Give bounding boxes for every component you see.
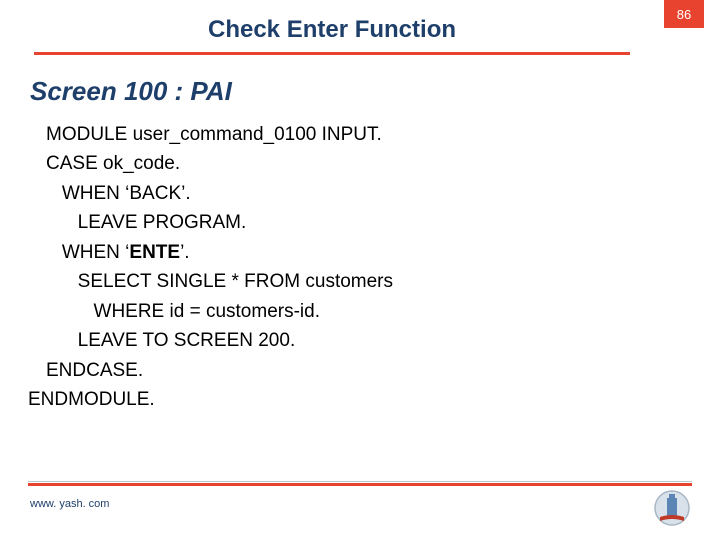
footer-url: www. yash. com: [30, 498, 109, 510]
code-line: LEAVE PROGRAM.: [46, 208, 393, 237]
code-line: ENDCASE.: [46, 356, 393, 385]
page-title: Check Enter Function: [34, 16, 630, 44]
code-line: WHERE id = customers-id.: [46, 297, 393, 326]
slide: 86 Check Enter Function Screen 100 : PAI…: [0, 0, 720, 540]
footer-logo: [654, 490, 690, 526]
title-inner: Check Enter Function: [34, 10, 630, 50]
code-line: WHEN ‘BACK’.: [46, 179, 393, 208]
subtitle: Screen 100 : PAI: [30, 76, 232, 107]
code-line: CASE ok_code.: [46, 149, 393, 178]
code-line: ENDMODULE.: [28, 385, 393, 414]
code-line: WHEN ‘ENTE’.: [46, 238, 393, 267]
page-number: 86: [677, 7, 691, 22]
code-block: MODULE user_command_0100 INPUT.CASE ok_c…: [46, 120, 393, 414]
code-line: SELECT SINGLE * FROM customers: [46, 267, 393, 296]
code-bold: ENTE: [129, 242, 180, 263]
code-line: LEAVE TO SCREEN 200.: [46, 326, 393, 355]
page-number-badge: 86: [664, 0, 704, 28]
code-line: MODULE user_command_0100 INPUT.: [46, 120, 393, 149]
title-bar: Check Enter Function: [34, 10, 630, 55]
footer-divider: [28, 481, 692, 486]
